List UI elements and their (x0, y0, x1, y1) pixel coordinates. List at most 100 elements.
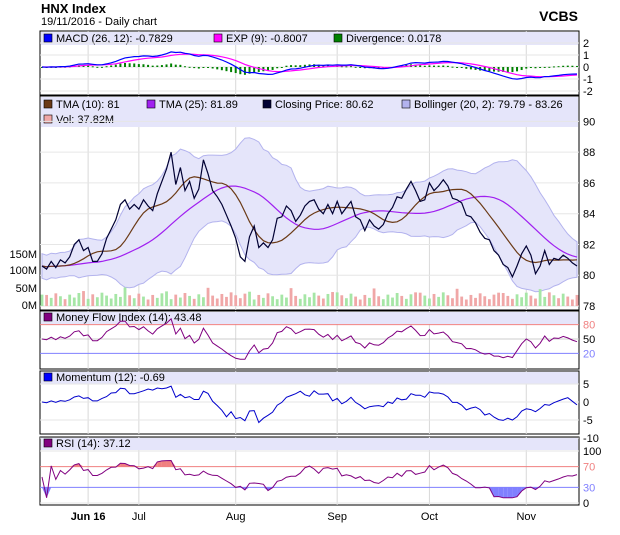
volume-bar (358, 299, 362, 306)
rsi-tick-label: 30 (583, 482, 595, 494)
volume-bar (114, 293, 118, 306)
divergence-bar (345, 66, 348, 68)
volume-bar (566, 296, 570, 306)
volume-bar (257, 294, 261, 306)
macd-tick-label: 1 (583, 50, 589, 62)
x-tick-label: Nov (516, 511, 536, 523)
volume-bar (349, 293, 353, 306)
divergence-bar (271, 67, 274, 70)
divergence-bar (156, 65, 159, 67)
divergence-bar (220, 67, 223, 71)
price-tick-label: 90 (583, 116, 595, 128)
rsi-tick-label: 70 (583, 462, 595, 474)
price-legend-item-swatch (146, 99, 156, 109)
divergence-bar (253, 67, 256, 73)
volume-bar (220, 293, 224, 306)
volume-bar (211, 295, 215, 306)
volume-bar (432, 293, 436, 306)
volume-bar (280, 294, 284, 306)
divergence-bar (234, 67, 237, 74)
volume-bar (100, 292, 104, 306)
divergence-bar (317, 64, 320, 67)
divergence-bar (193, 67, 196, 69)
volume-bar (298, 298, 302, 306)
divergence-bar (502, 67, 505, 72)
divergence-bar (207, 67, 210, 68)
volume-bar (312, 292, 316, 306)
rsi-legend-item: RSI (14): 37.12 (56, 438, 131, 450)
volume-bar (40, 294, 44, 306)
divergence-bar (197, 67, 200, 69)
volume-bar (142, 296, 145, 306)
volume-bar (192, 298, 196, 306)
divergence-bar (174, 64, 177, 67)
volume-bar (321, 298, 325, 306)
divergence-bar (96, 66, 99, 68)
price-legend-item-swatch (401, 99, 411, 109)
divergence-bar (124, 63, 127, 67)
price-tick-label: 80 (583, 270, 595, 282)
x-tick-label: Jun 16 (71, 511, 106, 523)
volume-bar (91, 294, 95, 306)
momentum-tick-label: 5 (583, 379, 589, 391)
volume-bar (423, 295, 427, 306)
volume-bar (169, 299, 173, 306)
macd-legend-item: Divergence: 0.0178 (346, 33, 441, 45)
rsi-oversold-fill (493, 487, 499, 497)
divergence-bar (110, 65, 113, 67)
rsi-oversold-fill (512, 487, 518, 498)
divergence-bar (179, 64, 182, 67)
volume-bar (261, 297, 265, 306)
volume-bar (428, 298, 431, 306)
volume-bar (86, 298, 90, 306)
brand-label: VCBS (539, 8, 578, 24)
divergence-bar (211, 67, 214, 69)
price-legend-bar (41, 97, 578, 127)
rsi-oversold-fill (517, 487, 522, 497)
divergence-bar (202, 67, 205, 68)
volume-bar (483, 296, 487, 306)
volume-bar (404, 298, 408, 306)
divergence-bar (87, 65, 90, 67)
macd-legend-bar (41, 32, 578, 45)
rsi-overbought-fill (171, 460, 176, 467)
volume-bar (146, 299, 150, 306)
volume-bar (487, 299, 491, 306)
volume-bar (308, 297, 311, 306)
volume-bar (344, 298, 348, 306)
divergence-bar (534, 67, 537, 69)
volume-bar (414, 292, 417, 306)
volume-bar (451, 298, 454, 306)
divergence-bar (566, 65, 569, 67)
rsi-overbought-fill (46, 465, 52, 467)
price-legend-item: TMA (25): 81.89 (159, 99, 238, 111)
divergence-bar (529, 67, 532, 68)
rsi-overbought-fill (51, 465, 56, 467)
volume-bar (455, 288, 459, 306)
rsi-tick-label: 100 (583, 446, 601, 458)
volume-bar (45, 294, 49, 306)
divergence-bar (119, 63, 122, 67)
volume-bar (197, 294, 201, 306)
divergence-bar (469, 67, 472, 70)
price-tick-label: 78 (583, 301, 595, 313)
volume-bar (400, 295, 404, 306)
mfi-line (41, 317, 578, 360)
volume-bar (529, 295, 533, 306)
mfi-legend-item: Money Flow Index (14): 43.48 (56, 312, 202, 324)
volume-tick-label: 150M (9, 249, 37, 261)
volume-tick-label: 0M (22, 300, 37, 312)
volume-bar (437, 296, 441, 306)
volume-bar (543, 296, 547, 306)
volume-tick-label: 100M (9, 265, 37, 277)
volume-bar (178, 297, 182, 306)
rsi-overbought-fill (161, 460, 167, 467)
divergence-bar (548, 66, 551, 68)
momentum-tick-label: -5 (583, 415, 593, 427)
price-legend-item: Bollinger (20, 2): 79.79 - 83.26 (414, 99, 563, 111)
divergence-bar (248, 67, 251, 74)
divergence-bar (170, 63, 173, 67)
divergence-bar (465, 67, 468, 69)
divergence-bar (276, 67, 279, 69)
volume-legend-item-swatch (43, 114, 53, 124)
